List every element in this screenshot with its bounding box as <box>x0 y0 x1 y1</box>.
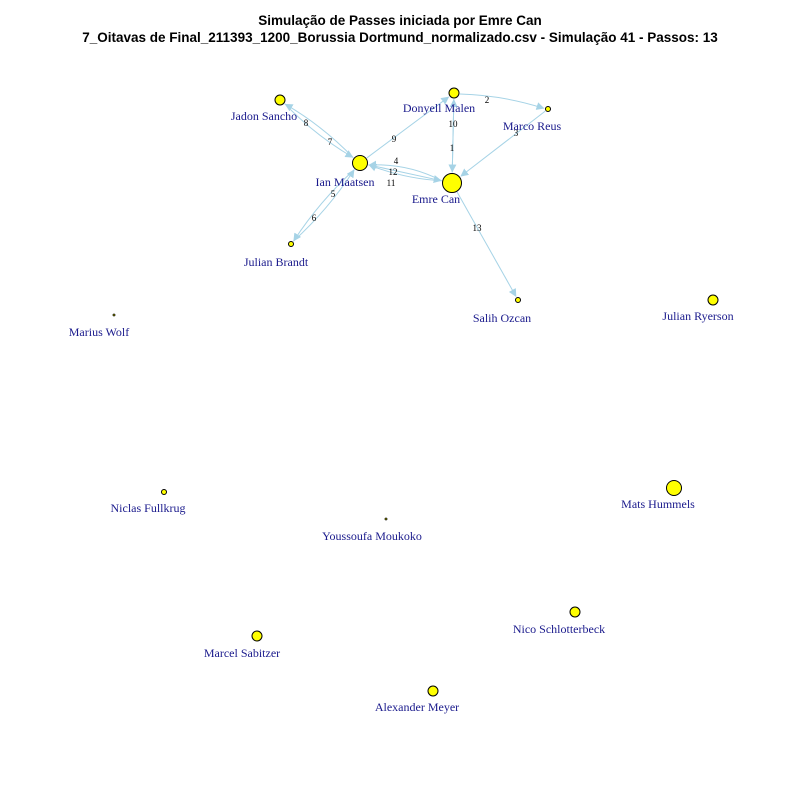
player-label-emre: Emre Can <box>412 192 460 206</box>
edge-label-pass-2: 2 <box>485 95 490 105</box>
edge-label-pass-12: 12 <box>389 167 398 177</box>
player-label-ryerson: Julian Ryerson <box>662 309 733 323</box>
chart-subtitle: 7_Oitavas de Final_211393_1200_Borussia … <box>82 30 718 45</box>
edge-donyell-to-emre-pass-10 <box>448 98 457 173</box>
player-label-wolf: Marius Wolf <box>69 325 129 339</box>
player-node-marco <box>545 106 551 112</box>
player-node-emre <box>442 173 462 193</box>
player-node-wolf <box>112 313 116 317</box>
edge-label-pass-11: 11 <box>387 178 396 188</box>
edge-ian-to-donyell-pass-9 <box>366 96 450 159</box>
edges-layer <box>284 93 546 297</box>
player-label-sabitzer: Marcel Sabitzer <box>204 646 280 660</box>
edge-label-pass-13: 13 <box>473 223 483 233</box>
player-node-brandt <box>288 241 294 247</box>
edge-emre-to-salih-pass-13 <box>456 191 517 297</box>
player-node-fullkrug <box>161 489 167 495</box>
edge-label-pass-1: 1 <box>450 143 455 153</box>
node-labels-layer: Jadon Sancho Donyell Malen Marco Reus Ian M… <box>69 101 734 714</box>
edge-label-pass-6: 6 <box>312 213 317 223</box>
player-label-schlotterbeck: Nico Schlotterbeck <box>513 622 605 636</box>
player-node-schlotterbeck <box>569 606 581 618</box>
player-label-brandt: Julian Brandt <box>244 255 309 269</box>
player-label-moukoko: Youssoufa Moukoko <box>322 529 422 543</box>
edge-label-pass-4: 4 <box>394 156 399 166</box>
player-label-ian: Ian Maatsen <box>316 175 375 189</box>
edge-jadon-to-ian-pass-8 <box>284 103 354 158</box>
edge-label-pass-10: 10 <box>449 119 459 129</box>
player-node-sabitzer <box>251 630 263 642</box>
nodes-layer <box>112 87 719 697</box>
player-node-donyell <box>448 87 460 99</box>
player-node-hummels <box>666 480 682 496</box>
edge-label-pass-8: 8 <box>304 118 309 128</box>
player-node-moukoko <box>384 517 388 521</box>
edge-label-pass-9: 9 <box>392 134 397 144</box>
player-node-meyer <box>427 685 439 697</box>
player-node-salih <box>515 297 521 303</box>
player-node-jadon <box>274 94 286 106</box>
edge-brandt-to-ian-pass-6 <box>292 169 355 242</box>
chart-title: Simulação de Passes iniciada por Emre Ca… <box>258 13 542 28</box>
chart-title-block: Simulação de Passes iniciada por Emre Ca… <box>0 12 800 46</box>
player-label-salih: Salih Ozcan <box>473 311 531 325</box>
player-node-ian <box>352 155 368 171</box>
edge-marco-to-emre-pass-3 <box>460 110 546 177</box>
edge-ian-to-emre-pass-12 <box>368 164 442 183</box>
player-label-jadon: Jadon Sancho <box>231 109 297 123</box>
player-node-ryerson <box>707 294 719 306</box>
edge-label-pass-5: 5 <box>331 189 336 199</box>
player-label-marco: Marco Reus <box>503 119 562 133</box>
edge-label-pass-3: 3 <box>514 128 519 138</box>
player-label-donyell: Donyell Malen <box>403 101 475 115</box>
player-label-meyer: Alexander Meyer <box>375 700 459 714</box>
player-label-fullkrug: Niclas Fullkrug <box>111 501 186 515</box>
edge-donyell-to-marco-pass-2 <box>459 93 545 110</box>
player-label-hummels: Mats Hummels <box>621 497 695 511</box>
edge-label-pass-7: 7 <box>328 137 333 147</box>
